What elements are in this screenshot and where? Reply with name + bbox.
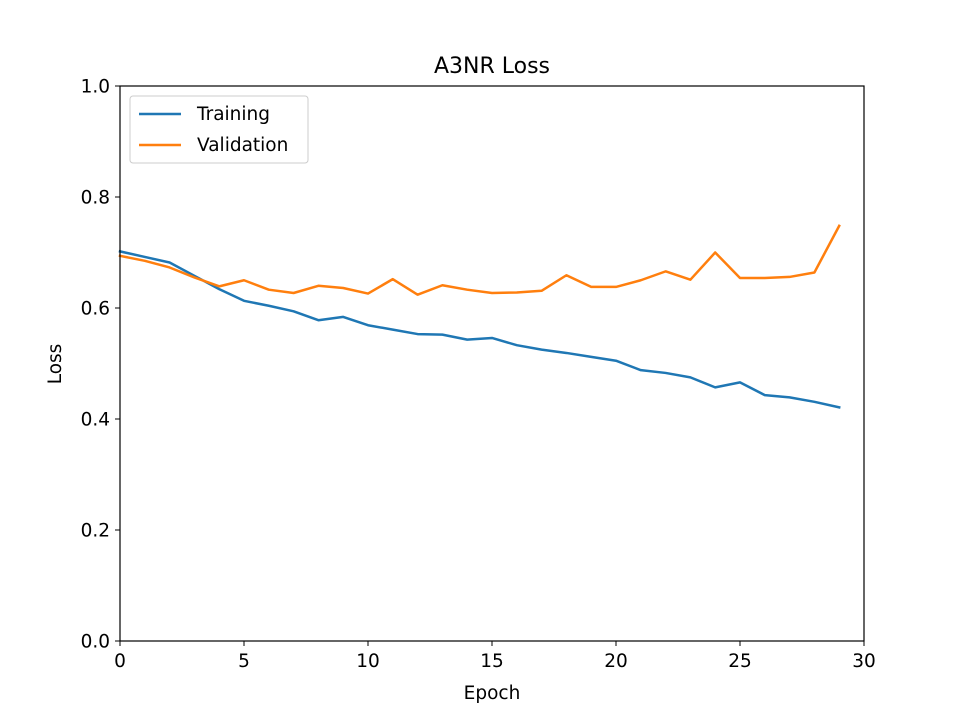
legend-label-training: Training <box>196 104 270 125</box>
y-axis-ticks: 0.0 0.2 0.4 0.6 0.8 1.0 <box>81 77 120 653</box>
y-tick-label: 0.6 <box>81 299 110 320</box>
legend: Training Validation <box>129 95 309 164</box>
y-tick-label: 1.0 <box>81 77 110 98</box>
legend-label-validation: Validation <box>197 135 288 156</box>
x-tick-label: 30 <box>852 651 876 672</box>
x-tick-label: 10 <box>356 651 380 672</box>
y-tick-label: 0.2 <box>81 521 110 542</box>
series-group <box>118 224 841 409</box>
x-tick-label: 20 <box>604 651 628 672</box>
series-line-training <box>118 249 841 409</box>
x-tick-label: 5 <box>238 651 250 672</box>
x-tick-label: 25 <box>728 651 752 672</box>
plot-area <box>120 86 864 641</box>
series-line-validation <box>118 224 841 296</box>
x-tick-label: 0 <box>114 651 126 672</box>
x-tick-label: 15 <box>480 651 504 672</box>
y-axis-label: Loss <box>45 344 66 385</box>
y-tick-label: 0.0 <box>81 632 110 653</box>
y-tick-label: 0.8 <box>81 188 110 209</box>
y-tick-label: 0.4 <box>81 410 110 431</box>
x-axis-ticks: 0 5 10 15 20 25 30 <box>114 641 876 672</box>
chart-title: A3NR Loss <box>434 54 550 79</box>
x-axis-label: Epoch <box>464 683 521 704</box>
